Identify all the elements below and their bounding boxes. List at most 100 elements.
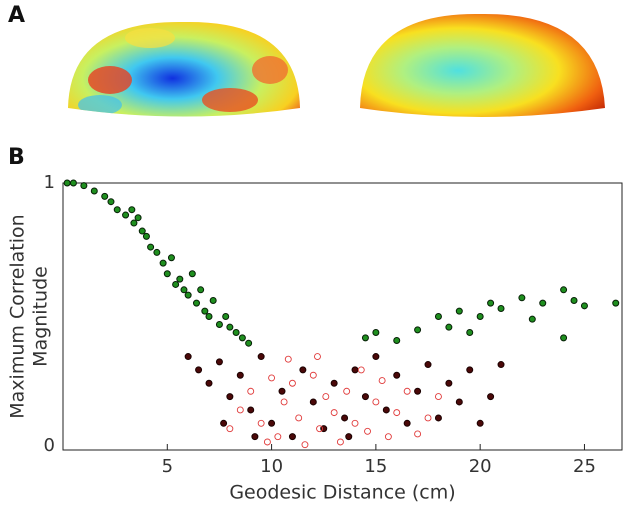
point	[226, 393, 234, 401]
point	[69, 179, 77, 187]
point	[330, 409, 338, 417]
point	[455, 398, 463, 406]
point	[393, 409, 401, 417]
point	[424, 414, 432, 422]
point	[247, 387, 255, 395]
point	[445, 379, 453, 387]
point	[134, 214, 142, 222]
point	[393, 337, 401, 345]
point	[414, 326, 422, 334]
point	[205, 313, 213, 320]
point	[197, 286, 205, 294]
point	[205, 379, 213, 387]
x-tick-label: 25	[573, 456, 596, 477]
point	[403, 387, 411, 395]
point	[192, 299, 200, 307]
x-tick-label: 15	[364, 456, 387, 477]
point	[163, 270, 171, 278]
panel-label: A	[8, 3, 25, 28]
point	[518, 294, 526, 302]
y-axis-label: Magnitude	[30, 266, 52, 367]
point	[232, 329, 240, 337]
point	[580, 302, 588, 310]
y-tick-label: 1	[44, 172, 55, 193]
point	[528, 315, 536, 323]
point	[309, 371, 317, 379]
point	[130, 219, 138, 227]
x-tick-label: 10	[260, 456, 283, 477]
point	[176, 275, 184, 283]
point	[497, 361, 505, 369]
point	[107, 198, 115, 206]
point	[263, 438, 271, 446]
point	[403, 419, 411, 427]
point	[372, 329, 380, 337]
point	[612, 299, 620, 307]
point	[414, 387, 422, 395]
hemisphere-right	[360, 13, 605, 117]
point	[268, 374, 276, 382]
point	[322, 393, 330, 401]
point	[278, 387, 286, 395]
point	[466, 366, 474, 374]
x-tick-label: 5	[162, 456, 173, 477]
point	[539, 299, 547, 307]
point	[309, 398, 317, 406]
point	[351, 419, 359, 427]
point	[343, 387, 351, 395]
point	[222, 313, 230, 320]
point	[195, 366, 203, 374]
point	[382, 406, 390, 414]
point	[215, 358, 223, 366]
point	[172, 280, 180, 288]
point	[226, 425, 234, 433]
point	[570, 296, 578, 304]
point	[268, 419, 276, 427]
point	[445, 323, 453, 331]
point	[288, 379, 296, 387]
point	[257, 419, 265, 427]
point	[560, 286, 568, 294]
point	[238, 334, 246, 342]
point	[295, 414, 303, 422]
point	[274, 433, 282, 441]
point	[280, 398, 288, 406]
point	[188, 270, 196, 278]
point	[434, 414, 442, 422]
point	[466, 329, 474, 337]
point	[201, 307, 209, 315]
point	[247, 406, 255, 414]
y-axis-label: Maximum Correlation	[7, 214, 29, 418]
point	[393, 371, 401, 379]
point	[90, 187, 98, 195]
point	[357, 366, 365, 374]
point	[361, 334, 369, 342]
point	[159, 259, 167, 267]
point	[147, 243, 155, 251]
point	[345, 433, 353, 441]
point	[215, 321, 223, 329]
point	[226, 323, 234, 331]
x-axis-label: Geodesic Distance (cm)	[229, 482, 455, 504]
point	[336, 438, 344, 446]
point	[378, 377, 386, 385]
point	[153, 248, 161, 256]
point	[299, 366, 307, 374]
point	[236, 371, 244, 379]
hemisphere-left	[68, 21, 300, 117]
point	[434, 393, 442, 401]
point	[122, 211, 130, 219]
point	[301, 441, 309, 449]
point	[209, 296, 217, 304]
y-tick-label: 0	[44, 435, 55, 456]
point	[487, 299, 495, 307]
point	[245, 339, 253, 347]
point	[434, 313, 442, 320]
point	[236, 406, 244, 414]
point	[424, 361, 432, 369]
point	[63, 179, 71, 187]
point	[220, 419, 228, 427]
point	[351, 366, 359, 374]
point	[560, 334, 568, 342]
